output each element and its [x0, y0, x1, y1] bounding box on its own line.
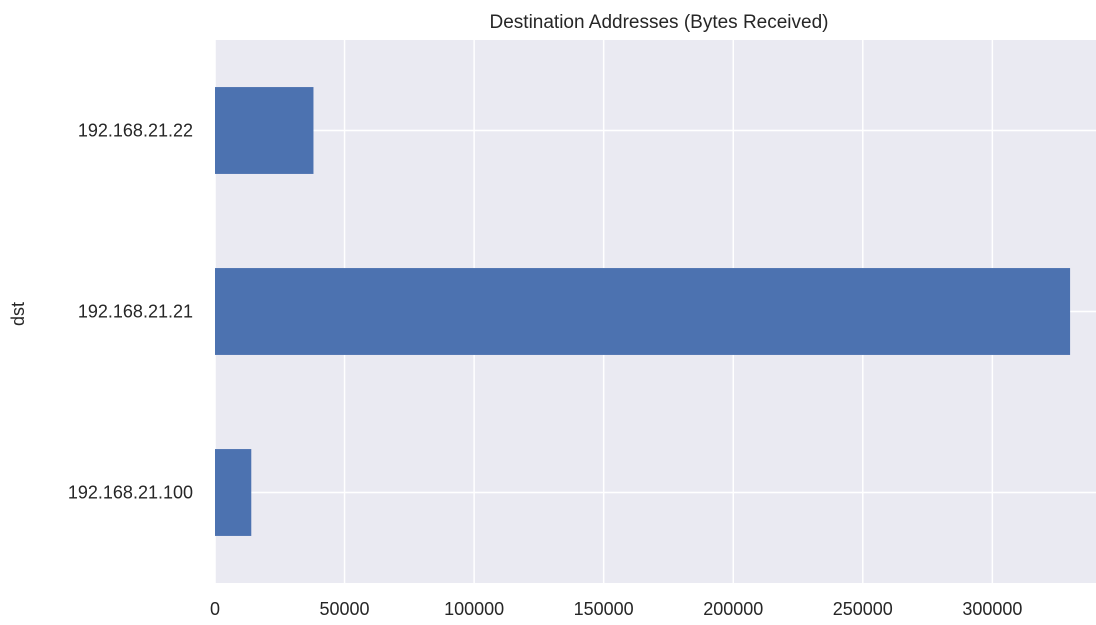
x-tick-label: 100000	[444, 599, 504, 619]
chart-title: Destination Addresses (Bytes Received)	[490, 12, 829, 33]
bars	[215, 87, 1071, 536]
x-axis-ticks: 0 50000 100000 150000 200000 250000 300000	[210, 599, 1022, 619]
x-tick-label: 50000	[320, 599, 370, 619]
x-tick-label: 300000	[962, 599, 1022, 619]
x-tick-label: 250000	[833, 599, 893, 619]
y-tick-label: 192.168.21.100	[68, 483, 193, 503]
y-axis-ticks: 192.168.21.100 192.168.21.21 192.168.21.22	[68, 121, 193, 503]
y-tick-label: 192.168.21.21	[78, 302, 193, 322]
y-axis-label: dst	[8, 302, 28, 326]
x-tick-label: 150000	[574, 599, 634, 619]
bar	[215, 268, 1071, 355]
y-tick-label: 192.168.21.22	[78, 121, 193, 141]
x-tick-label: 0	[210, 599, 220, 619]
bar	[215, 449, 252, 536]
x-tick-label: 200000	[703, 599, 763, 619]
bar	[215, 87, 314, 174]
